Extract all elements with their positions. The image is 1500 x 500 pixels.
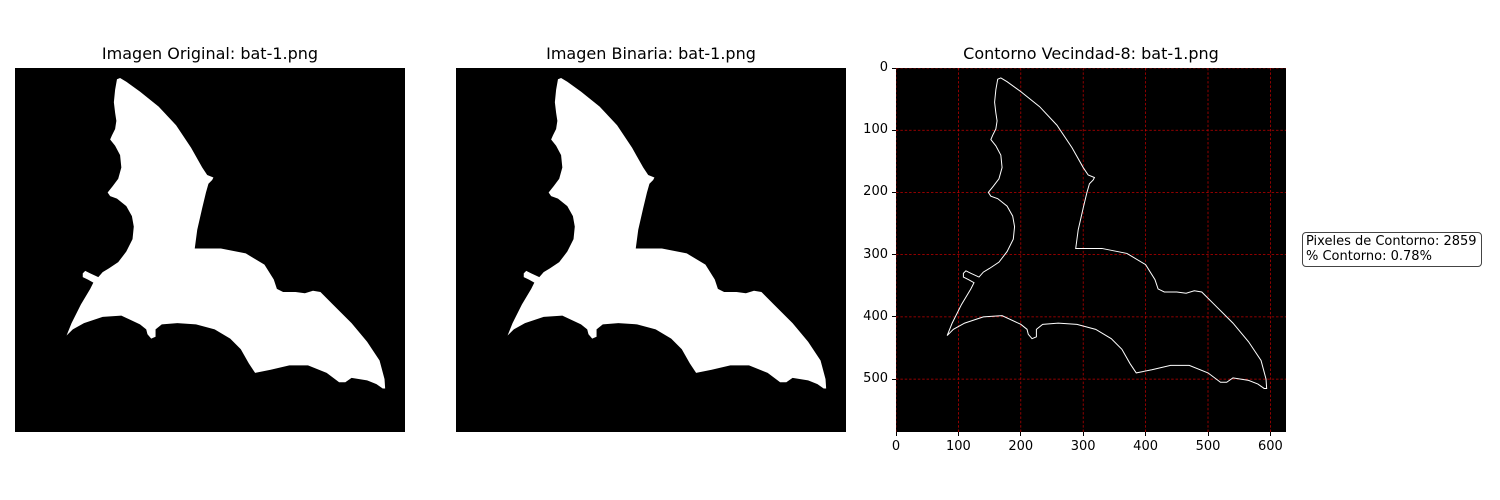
x-tick-label: 500 (1195, 439, 1221, 454)
x-tick-mark (1269, 432, 1271, 436)
bat-contour (946, 77, 1268, 389)
x-tick-mark (1020, 432, 1022, 436)
contour-percent-label: % Contorno: 0.78% (1306, 249, 1432, 264)
original-image-title: Imagen Original: bat-1.png (101, 44, 319, 63)
binary-image-title: Imagen Binaria: bat-1.png (546, 44, 756, 63)
contour-plot-area (896, 68, 1286, 432)
y-tick-mark (892, 254, 896, 256)
y-tick-mark (892, 191, 896, 193)
x-tick-mark (895, 432, 897, 436)
bat-silhouette-binary (507, 77, 827, 389)
x-tick-label: 100 (945, 439, 971, 454)
y-tick-label: 100 (863, 122, 888, 138)
contour-chart-title: Contorno Vecindad-8: bat-1.png (963, 44, 1219, 63)
y-tick-label: 0 (879, 60, 888, 75)
x-tick-label: 0 (891, 439, 901, 454)
y-tick-mark (892, 378, 896, 380)
original-image (15, 68, 405, 432)
y-tick-label: 500 (863, 371, 888, 387)
y-tick-mark (892, 316, 896, 318)
binary-image (456, 68, 846, 432)
bat-silhouette-original (66, 77, 386, 389)
y-tick-label: 200 (863, 184, 888, 200)
x-tick-mark (1207, 432, 1209, 436)
contour-stats-box: Pixeles de Contorno: 2859 % Contorno: 0.… (1302, 232, 1482, 267)
x-tick-label: 300 (1070, 439, 1096, 454)
x-tick-mark (1082, 432, 1084, 436)
contour-svg (896, 68, 1286, 432)
x-tick-mark (957, 432, 959, 436)
x-tick-label: 200 (1008, 439, 1034, 454)
y-tick-mark (892, 67, 896, 69)
grid-lines (896, 68, 1286, 432)
y-tick-label: 300 (863, 246, 888, 262)
x-tick-label: 600 (1257, 439, 1283, 454)
x-tick-mark (1145, 432, 1147, 436)
y-tick-label: 400 (863, 308, 888, 324)
contour-pixels-label: Pixeles de Contorno: 2859 (1306, 234, 1477, 249)
x-tick-label: 400 (1133, 439, 1158, 454)
y-tick-mark (892, 129, 896, 131)
